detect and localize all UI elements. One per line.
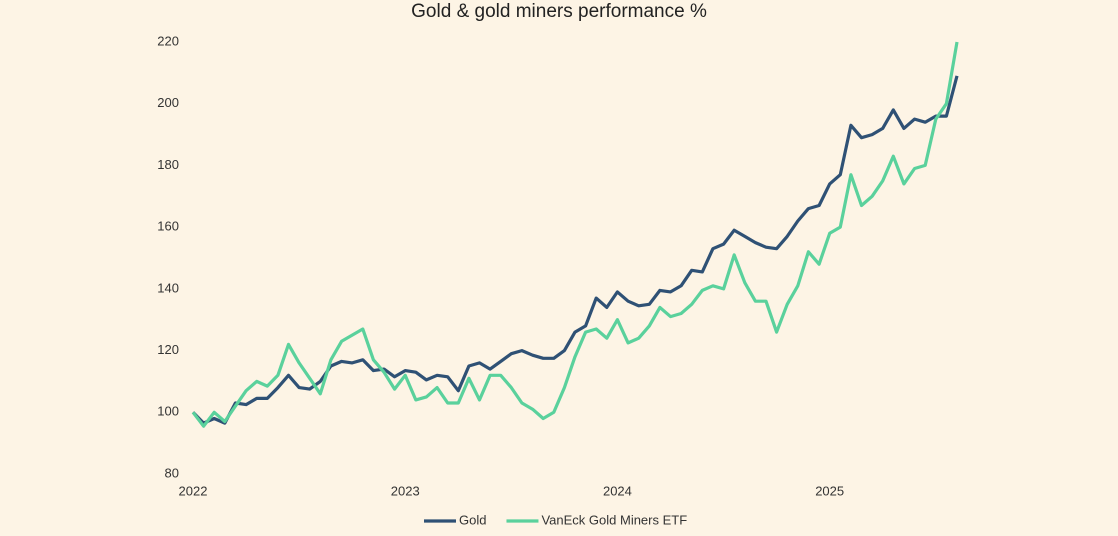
y-tick-label: 140	[157, 280, 179, 295]
series-line	[191, 75, 959, 425]
chart-title: Gold & gold miners performance %	[411, 1, 707, 22]
y-tick-label: 160	[157, 219, 179, 234]
x-tick-label: 2022	[179, 483, 208, 498]
y-tick-label: 200	[157, 95, 179, 110]
legend-label: Gold	[459, 512, 486, 527]
x-tick-label: 2024	[603, 483, 632, 498]
series-line	[191, 41, 959, 428]
x-tick-label: 2023	[391, 483, 420, 498]
y-tick-label: 100	[157, 404, 179, 419]
x-tick-label: 2025	[815, 483, 844, 498]
y-tick-label: 180	[157, 157, 179, 172]
y-tick-label: 80	[165, 465, 179, 480]
y-tick-label: 120	[157, 342, 179, 357]
legend-label: VanEck Gold Miners ETF	[541, 512, 687, 527]
y-tick-label: 220	[157, 33, 179, 48]
